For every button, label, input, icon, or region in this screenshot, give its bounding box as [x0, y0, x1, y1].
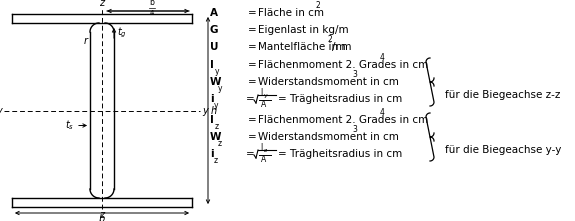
Text: Mantelfläche in m: Mantelfläche in m: [258, 42, 351, 52]
Text: = Trägheitsradius in cm: = Trägheitsradius in cm: [278, 94, 402, 104]
Text: y: y: [264, 93, 268, 98]
Text: h: h: [211, 105, 217, 116]
Text: $t_g$: $t_g$: [117, 26, 127, 40]
Text: I: I: [210, 60, 214, 70]
Text: I: I: [210, 115, 214, 125]
Text: 3: 3: [352, 70, 357, 79]
Text: z: z: [99, 0, 105, 8]
Text: W: W: [210, 77, 221, 87]
Text: z: z: [99, 210, 105, 220]
Text: U: U: [210, 42, 218, 52]
Text: =: =: [246, 94, 255, 104]
Text: A: A: [262, 100, 267, 109]
Text: A: A: [262, 155, 267, 164]
Text: r: r: [84, 36, 88, 46]
Text: Widerstandsmoment in cm: Widerstandsmoment in cm: [258, 77, 399, 87]
Text: Widerstandsmoment in cm: Widerstandsmoment in cm: [258, 132, 399, 142]
Text: G: G: [210, 25, 218, 35]
Text: Flächenmoment 2. Grades in cm: Flächenmoment 2. Grades in cm: [258, 115, 428, 125]
Text: für die Biegeachse y-y: für die Biegeachse y-y: [445, 145, 561, 155]
Text: A: A: [210, 8, 218, 18]
Text: Eigenlast in kg/m: Eigenlast in kg/m: [258, 25, 348, 35]
Text: z: z: [218, 139, 222, 148]
Text: 2: 2: [315, 1, 320, 10]
Text: $t_s$: $t_s$: [65, 119, 74, 132]
Text: = Trägheitsradius in cm: = Trägheitsradius in cm: [278, 149, 402, 159]
Text: Flächenmoment 2. Grades in cm: Flächenmoment 2. Grades in cm: [258, 60, 428, 70]
Text: y: y: [215, 67, 220, 76]
Text: für die Biegeachse z-z: für die Biegeachse z-z: [445, 90, 561, 100]
Text: =: =: [246, 149, 255, 159]
Text: b: b: [150, 0, 155, 7]
Text: 4: 4: [380, 53, 385, 62]
Text: =: =: [248, 25, 257, 35]
Text: y: y: [0, 105, 2, 116]
Text: i: i: [210, 94, 214, 104]
Text: z: z: [214, 156, 218, 165]
Text: 4: 4: [150, 10, 154, 16]
Text: I: I: [260, 88, 262, 97]
Text: =: =: [248, 60, 257, 70]
Text: W: W: [210, 132, 221, 142]
Text: y: y: [218, 84, 223, 93]
Text: =: =: [248, 42, 257, 52]
Text: z: z: [215, 122, 219, 131]
Text: y: y: [202, 105, 208, 116]
Text: b: b: [99, 214, 105, 221]
Text: y: y: [214, 101, 218, 110]
Text: 3: 3: [352, 125, 357, 134]
Text: =: =: [248, 77, 257, 87]
Text: =: =: [248, 115, 257, 125]
Text: =: =: [248, 132, 257, 142]
Text: i: i: [210, 149, 214, 159]
Text: /m: /m: [332, 42, 346, 52]
Text: =: =: [248, 8, 257, 18]
Text: 4: 4: [380, 108, 385, 117]
Text: z: z: [264, 148, 267, 153]
Text: 2: 2: [328, 35, 333, 44]
Text: I: I: [260, 143, 262, 152]
Text: Fläche in cm: Fläche in cm: [258, 8, 324, 18]
